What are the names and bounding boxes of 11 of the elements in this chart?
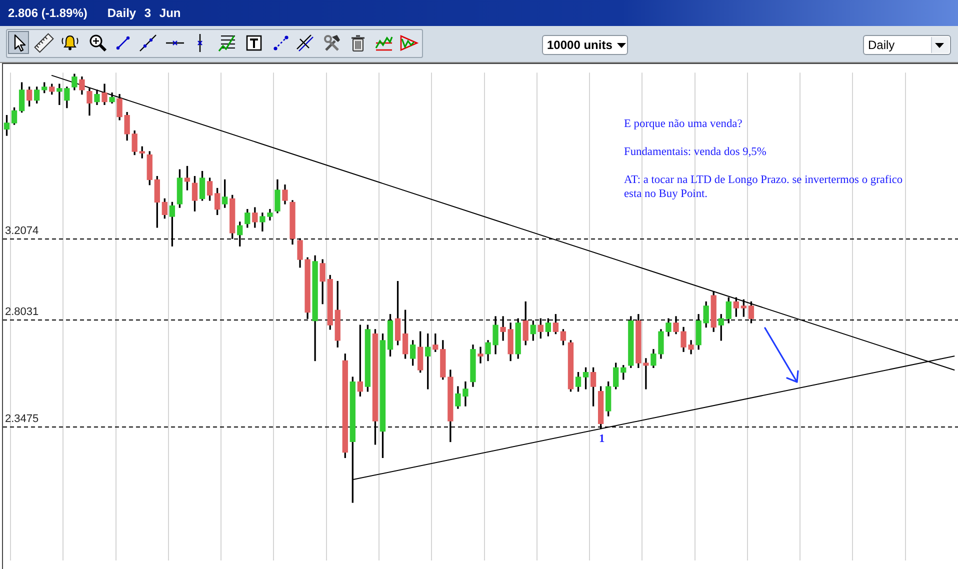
units-dropdown: 10000 units: [542, 35, 628, 55]
y-tick-label: 2.8031: [5, 306, 39, 318]
chart-subtitle: Daily 3 Jun: [107, 5, 181, 21]
annotation: 1: [599, 432, 605, 446]
y-tick-label: 3.2074: [5, 225, 39, 238]
y-tick-label: 2.3475: [5, 412, 39, 425]
interval-dropdown: Daily: [863, 35, 951, 55]
chart-title: 2.806 (-1.89%): [8, 5, 88, 21]
annotation: E porque não uma venda?: [624, 117, 742, 131]
annotation: AT: a tocar na LTD de Longo Prazo. se invertermos o grafico esta no Buy Point.: [624, 173, 904, 201]
annotation: Fundamentais: venda dos 9,5%: [624, 145, 766, 159]
